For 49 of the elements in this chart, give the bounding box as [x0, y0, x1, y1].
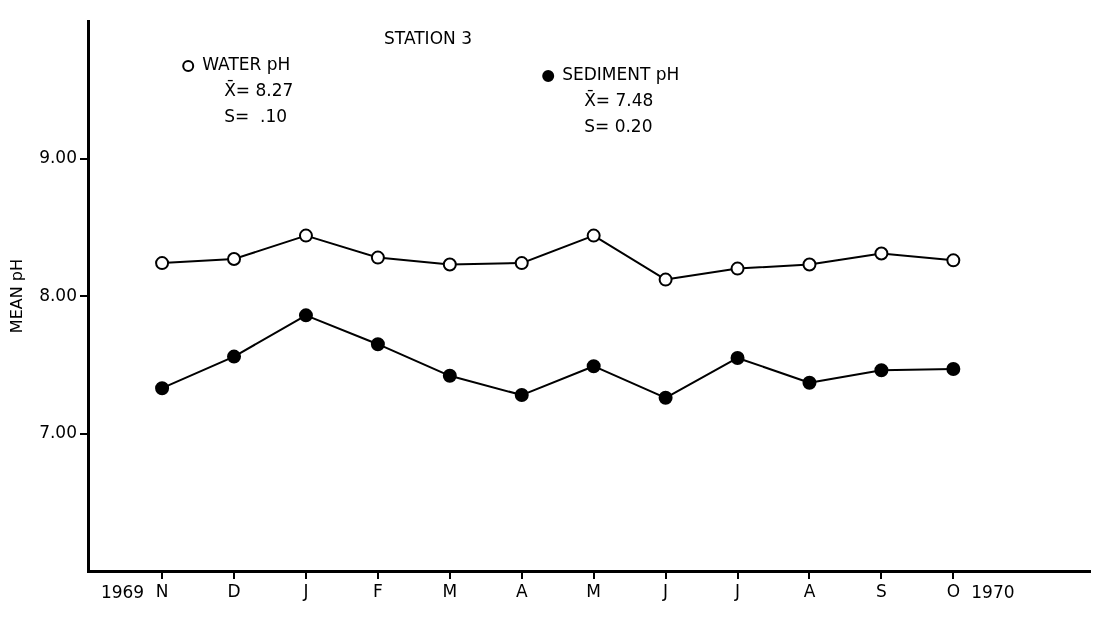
legend-label: SEDIMENT pH [562, 64, 680, 85]
annotation: X̄= 8.27 [224, 79, 294, 101]
y-tick-label: 8.00 [39, 284, 77, 305]
x-tick-label: J [734, 580, 741, 601]
x-tick-label: D [227, 580, 241, 601]
x-tick-label: J [302, 580, 309, 601]
point [874, 363, 889, 378]
legend-label: WATER pH [202, 54, 291, 75]
x-tick-label: A [515, 580, 528, 601]
x-tick-label: O [946, 580, 961, 601]
x-tick-label: F [372, 580, 383, 601]
y-tick-label: 7.00 [39, 421, 77, 442]
point [874, 246, 889, 261]
point [155, 381, 170, 396]
point [658, 272, 673, 287]
point [946, 253, 961, 268]
point [586, 359, 601, 374]
x-tick-label: M [442, 580, 458, 601]
point [658, 390, 673, 405]
point [155, 256, 170, 271]
point [442, 368, 457, 383]
point [514, 388, 529, 403]
x-tick-label: M [586, 580, 602, 601]
text: 1969 [100, 581, 145, 602]
point [730, 261, 745, 276]
point [298, 228, 313, 243]
point [370, 250, 385, 265]
x-tick-label: S [876, 580, 887, 601]
text: 1970 [971, 581, 1015, 602]
point [730, 350, 745, 365]
point [802, 257, 817, 272]
y-tick-label: 9.00 [39, 147, 77, 168]
point [370, 337, 385, 352]
point [227, 251, 242, 266]
point [946, 361, 961, 376]
point [802, 375, 817, 390]
x-tick-label: A [803, 580, 816, 601]
x-tick-label: J [662, 580, 669, 601]
point [442, 257, 457, 272]
annotation: S= 0.20 [584, 116, 653, 137]
annotation: X̄= 7.48 [584, 89, 654, 111]
point [586, 228, 601, 243]
point [514, 256, 529, 271]
y-axis-title: MEAN pH [6, 259, 26, 334]
point [298, 308, 313, 323]
text: STATION 3 [384, 28, 472, 49]
annotation: S= .10 [224, 106, 288, 127]
x-tick-label: N [155, 580, 169, 601]
point [227, 349, 242, 364]
